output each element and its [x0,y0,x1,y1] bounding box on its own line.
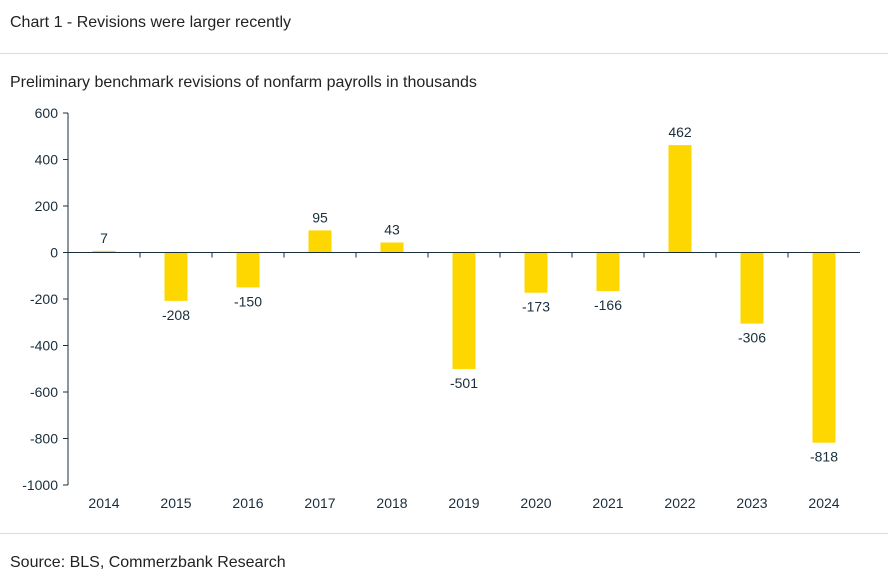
data-label-2016: -150 [234,293,262,309]
data-label-2018: 43 [384,222,400,238]
y-tick-label: -1000 [22,477,58,493]
data-label-2023: -306 [738,330,766,346]
bar-2023 [740,252,764,324]
chart-title: Chart 1 - Revisions were larger recently [10,14,291,31]
x-axis-ticks [139,252,789,258]
x-tick-label: 2016 [232,495,263,511]
bar-2016 [236,252,260,288]
chart-subtitle: Preliminary benchmark revisions of nonfa… [10,74,477,91]
bar-2021 [596,252,620,292]
data-label-2024: -818 [810,449,838,465]
bar-chart: 600 400 200 0 -200 -400 -600 -800 -1000 2014 2015… [22,105,860,511]
top-divider [0,53,888,54]
y-tick-label: 200 [35,198,59,214]
bars-group [92,145,836,443]
x-tick-label: 2021 [592,495,623,511]
y-tick-label: 0 [50,245,58,261]
x-tick-label: 2017 [304,495,335,511]
data-label-2021: -166 [594,297,622,313]
y-tick-label: -600 [30,384,58,400]
y-tick-label: -800 [30,431,58,447]
y-tick-label: 600 [35,105,59,121]
source-note: Source: BLS, Commerzbank Research [10,554,286,571]
x-tick-label: 2023 [736,495,767,511]
x-tick-label: 2018 [376,495,407,511]
x-tick-label: 2019 [448,495,479,511]
data-label-2020: -173 [522,299,550,315]
data-label-2014: 7 [100,230,108,246]
y-axis-ticks: 600 400 200 0 -200 -400 -600 -800 -1000 [22,105,68,493]
bar-2017 [308,230,332,253]
x-tick-label: 2024 [808,495,839,511]
y-tick-label: -400 [30,338,58,354]
bar-2014 [92,250,116,253]
y-tick-label: -200 [30,291,58,307]
bar-2024 [812,252,836,443]
x-tick-label: 2022 [664,495,695,511]
data-label-2022: 462 [668,124,692,140]
bar-2019 [452,252,476,369]
bar-2020 [524,252,548,293]
data-label-2017: 95 [312,209,328,225]
bar-2022 [668,145,692,253]
data-labels-group: 7 -208 -150 95 43 -501 -173 -166 462 -306 -818 [100,124,838,465]
data-label-2015: -208 [162,307,190,323]
x-tick-label: 2014 [88,495,119,511]
x-tick-label: 2015 [160,495,191,511]
bar-2018 [380,242,404,253]
x-tick-label: 2020 [520,495,551,511]
bar-2015 [164,252,188,301]
y-tick-label: 400 [35,152,59,168]
bottom-divider [0,533,888,534]
data-label-2019: -501 [450,375,478,391]
x-axis-labels: 2014 2015 2016 2017 2018 2019 2020 2021 2022 2023… [88,495,839,511]
